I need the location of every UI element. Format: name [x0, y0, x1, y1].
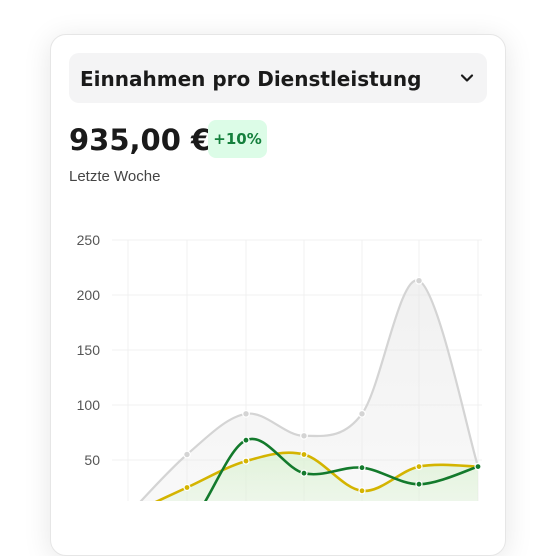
y-tick-label: 200 [77, 287, 101, 303]
y-tick-label: 250 [77, 232, 101, 248]
data-point-gray [415, 276, 423, 285]
data-point-green [358, 464, 366, 472]
revenue-chart: 250 200 150 100 50 [77, 232, 482, 501]
y-tick-label: 50 [84, 452, 100, 468]
data-point-yellow [415, 463, 423, 471]
data-point-green [242, 436, 250, 444]
period-label: Letzte Woche [69, 168, 161, 185]
dropdown-title: Einnahmen pro Dienstleistung [80, 67, 422, 91]
data-point-green [415, 480, 423, 488]
y-tick-label: 100 [77, 397, 101, 413]
data-point-green [474, 463, 482, 471]
service-dropdown[interactable]: Einnahmen pro Dienstleistung [69, 53, 487, 103]
data-point-gray [300, 431, 308, 440]
data-point-yellow [183, 483, 191, 492]
total-amount: 935,00 € [69, 123, 212, 157]
data-point-yellow [300, 450, 308, 459]
data-point-gray [242, 409, 250, 418]
y-tick-label: 150 [77, 342, 101, 358]
data-point-yellow [242, 457, 250, 465]
area-yellow [128, 452, 478, 501]
data-point-gray [183, 450, 191, 459]
change-badge: +10% [208, 120, 267, 158]
data-point-gray [358, 409, 366, 418]
chevron-down-icon [460, 74, 474, 82]
data-point-green [300, 469, 308, 477]
data-point-yellow [358, 487, 366, 495]
